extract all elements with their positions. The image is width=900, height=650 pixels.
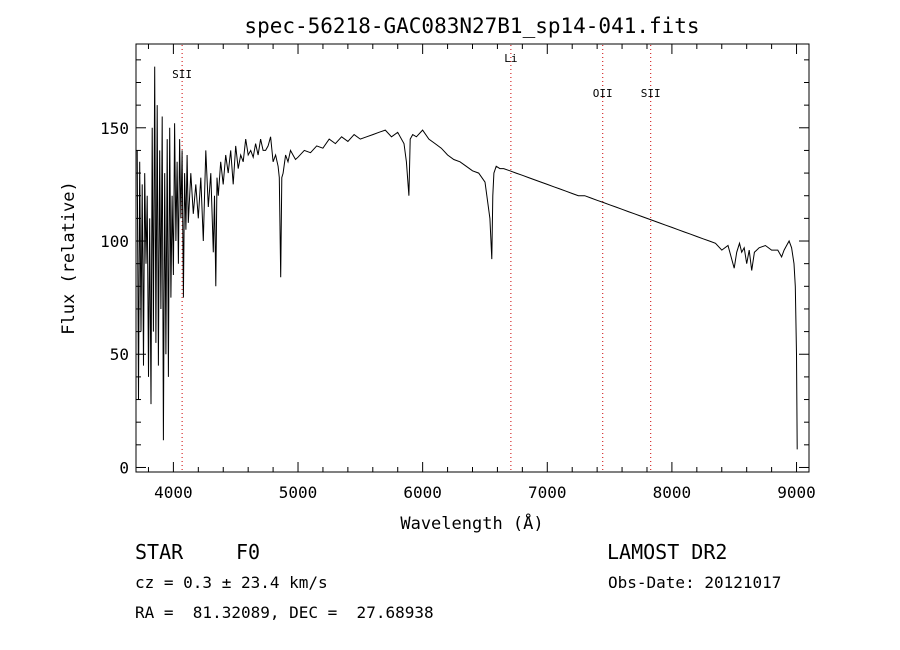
survey-name: LAMOST DR2 bbox=[607, 540, 728, 564]
x-axis-label: Wavelength (Å) bbox=[400, 512, 543, 534]
y-tick-label: 0 bbox=[119, 458, 129, 477]
line-marker-label-2: Li bbox=[504, 52, 517, 65]
line-marker-label-1: SII bbox=[172, 68, 192, 81]
line-markers: SII Li OII SII bbox=[172, 45, 661, 471]
y-tick-label: 50 bbox=[110, 345, 129, 364]
observation-date: Obs-Date: 20121017 bbox=[608, 573, 782, 592]
axis-ticks: 4000 5000 6000 7000 8000 9000 0 50 100 150 bbox=[100, 44, 816, 502]
x-tick-label: 7000 bbox=[528, 483, 567, 502]
x-tick-label: 8000 bbox=[653, 483, 692, 502]
chart-title: spec-56218-GAC083N27B1_sp14-041.fits bbox=[244, 14, 699, 38]
x-tick-label: 5000 bbox=[279, 483, 318, 502]
spectral-class: F0 bbox=[236, 540, 261, 564]
spectrum-line bbox=[136, 66, 798, 450]
y-axis-label: Flux (relative) bbox=[59, 181, 79, 335]
y-tick-label: 100 bbox=[100, 232, 129, 251]
x-tick-label: 4000 bbox=[154, 483, 193, 502]
y-tick-label: 150 bbox=[100, 119, 129, 138]
line-marker-label-3: OII bbox=[593, 87, 613, 100]
redshift-velocity: cz = 0.3 ± 23.4 km/s bbox=[135, 573, 328, 592]
x-tick-label: 6000 bbox=[403, 483, 442, 502]
plot-frame bbox=[135, 43, 810, 473]
line-marker-label-4: SII bbox=[641, 87, 661, 100]
coordinates: RA = 81.32089, DEC = 27.68938 bbox=[135, 603, 434, 622]
x-tick-label: 9000 bbox=[777, 483, 816, 502]
object-type: STAR bbox=[135, 540, 184, 564]
